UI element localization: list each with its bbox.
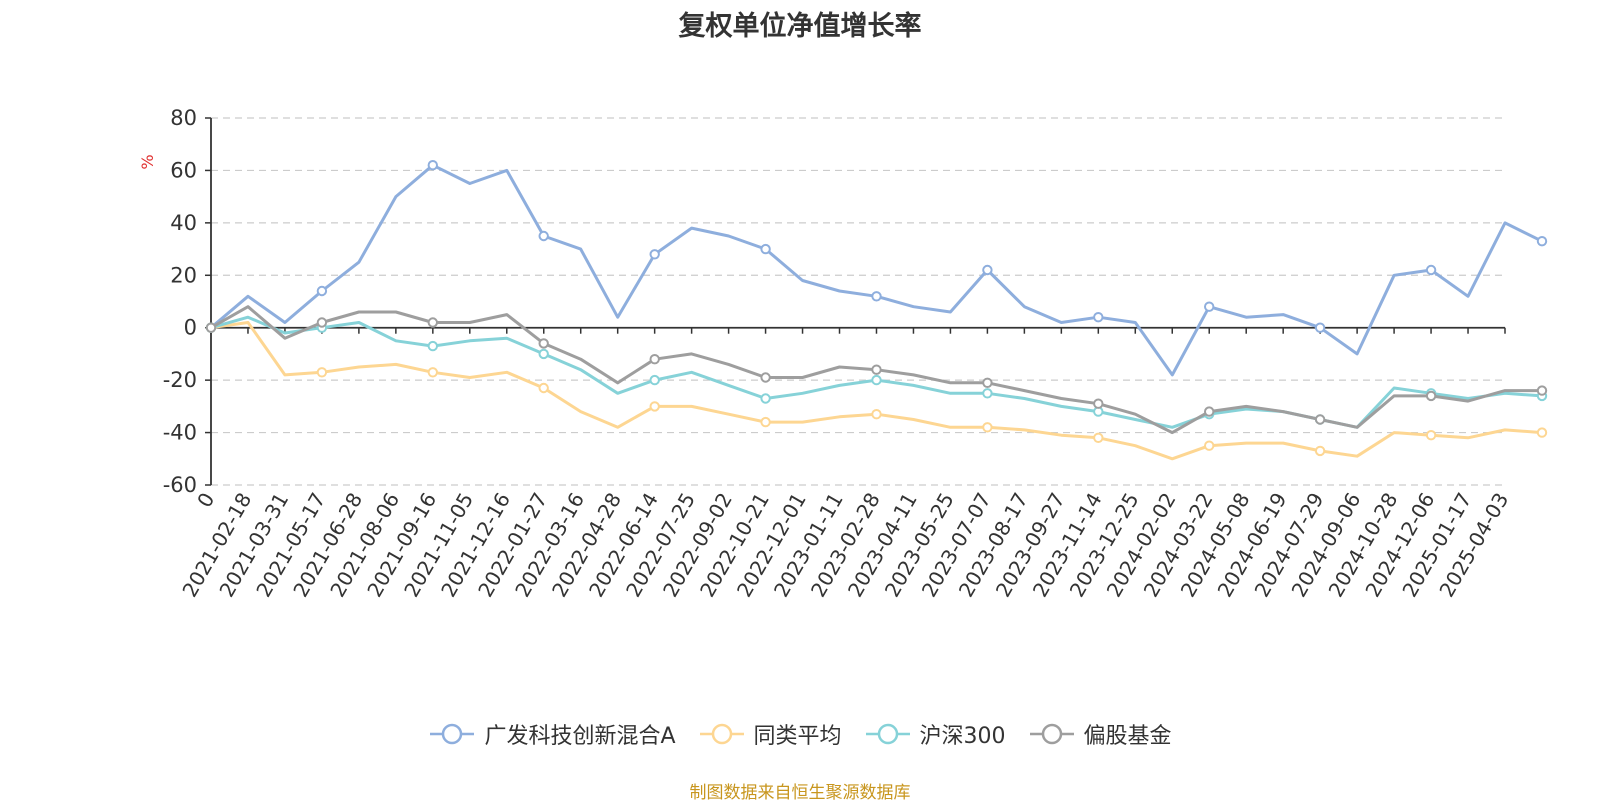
y-tick-label-6: 60 <box>170 158 197 182</box>
series-3-point-36 <box>1536 385 1548 396</box>
source-note: 制图数据来自恒生聚源数据库 <box>689 783 911 803</box>
y-axis-label: % <box>138 154 157 169</box>
series-0-point-24 <box>1093 312 1104 323</box>
series-3-point-0 <box>205 322 217 333</box>
series-2-point-18 <box>871 374 882 386</box>
series-1-point-3 <box>316 367 328 378</box>
series-3-point-6 <box>427 317 438 328</box>
series-1-point-9 <box>538 382 549 394</box>
legend-label-1: 同类平均 <box>753 724 842 749</box>
legend-item-1[interactable]: 同类平均 <box>698 718 842 750</box>
series-0-point-9 <box>538 230 549 242</box>
series-1-point-12 <box>649 401 660 412</box>
series-0-group <box>205 160 1548 377</box>
legend-label-3: 偏股基金 <box>1083 724 1172 749</box>
y-tick-label-2: -20 <box>163 368 197 392</box>
x-tick-label-0: 0 <box>192 489 219 512</box>
y-tick-label-0: -60 <box>163 473 197 497</box>
legend-symbol-1 <box>699 723 744 745</box>
series-1-point-30 <box>1314 445 1326 457</box>
legend-label-2: 沪深300 <box>919 724 1006 749</box>
series-3-group <box>205 305 1548 435</box>
series-2-point-6 <box>427 340 438 352</box>
series-0-point-21 <box>982 264 993 276</box>
series-1-point-24 <box>1093 432 1104 443</box>
series-0-point-3 <box>316 285 328 297</box>
series-1-point-36 <box>1536 427 1548 438</box>
series-1-point-21 <box>982 422 993 433</box>
series-1-point-18 <box>871 409 882 420</box>
legend-item-3[interactable]: 偏股基金 <box>1028 718 1172 750</box>
axes: -60-40-2002040608002021-02-182021-03-312… <box>163 106 1514 601</box>
series-3-point-33 <box>1425 390 1437 402</box>
y-tick-label-1: -40 <box>163 421 197 445</box>
series-3-point-30 <box>1314 414 1326 425</box>
series-0-point-6 <box>427 160 438 171</box>
grid-lines <box>211 117 1505 486</box>
series-0-point-27 <box>1204 301 1215 312</box>
series-3-point-24 <box>1093 398 1104 409</box>
series-3-point-15 <box>760 372 771 383</box>
series-1-point-6 <box>427 367 438 378</box>
series-3-point-27 <box>1204 406 1215 417</box>
series-2-point-9 <box>538 348 549 360</box>
series-1-point-15 <box>760 416 771 428</box>
series-group <box>205 160 1548 461</box>
y-tick-label-3: 0 <box>184 316 197 340</box>
y-tick-label-4: 20 <box>170 263 197 287</box>
series-0-point-12 <box>649 249 660 260</box>
series-2-point-12 <box>649 374 660 386</box>
series-1-point-27 <box>1204 440 1215 451</box>
series-3-point-18 <box>871 364 882 375</box>
series-2-point-21 <box>982 388 993 399</box>
legend-item-0[interactable]: 广发科技创新混合A <box>428 718 676 750</box>
series-1-point-33 <box>1425 430 1437 441</box>
series-0-point-18 <box>871 291 882 302</box>
series-0-point-33 <box>1425 264 1437 276</box>
chart-title: 复权单位净值增长率 <box>678 11 922 42</box>
legend-symbol-3 <box>1029 723 1074 745</box>
legend-label-0: 广发科技创新混合A <box>484 724 676 749</box>
legend-symbol-0 <box>430 723 475 745</box>
series-0-point-36 <box>1536 236 1548 247</box>
series-3-point-12 <box>649 354 660 365</box>
series-0-point-15 <box>760 243 771 255</box>
legend-item-2[interactable]: 沪深300 <box>864 718 1006 750</box>
series-3-point-9 <box>538 338 549 349</box>
series-2-point-15 <box>760 393 771 404</box>
series-0-point-30 <box>1314 322 1326 333</box>
y-tick-label-7: 80 <box>170 106 197 130</box>
y-tick-label-5: 40 <box>170 211 197 235</box>
legend-symbol-2 <box>865 723 910 745</box>
series-3-point-3 <box>316 317 328 328</box>
chart-legend: 广发科技创新混合A 同类平均 沪深300 偏股基金 <box>0 718 1600 750</box>
series-3-point-21 <box>982 377 993 388</box>
